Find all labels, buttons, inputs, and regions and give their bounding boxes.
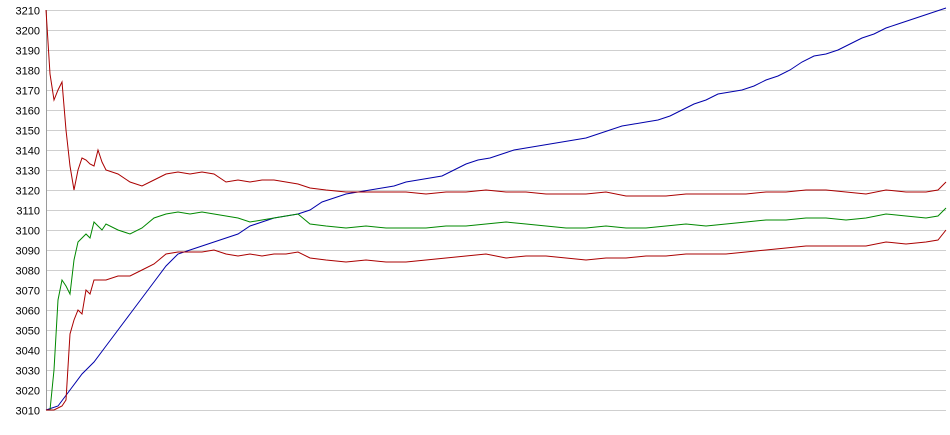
y-tick-label: 3150 (16, 126, 40, 138)
y-tick-label: 3140 (16, 146, 40, 158)
y-tick-label: 3180 (16, 66, 40, 78)
series-line-4 (46, 229, 947, 411)
y-tick-label: 3010 (16, 406, 40, 418)
y-tick-label: 3080 (16, 266, 40, 278)
y-tick-label: 3070 (16, 286, 40, 298)
series-group (45, 7, 947, 411)
grid (46, 10, 946, 411)
series-line-1 (45, 7, 947, 411)
y-tick-label: 3210 (16, 6, 40, 18)
y-tick-label: 3040 (16, 346, 40, 358)
y-tick-label: 3200 (16, 26, 40, 38)
y-tick-label: 3090 (16, 246, 40, 258)
y-tick-label: 3060 (16, 306, 40, 318)
y-tick-label: 3050 (16, 326, 40, 338)
y-tick-label: 3120 (16, 186, 40, 198)
y-tick-label: 3020 (16, 386, 40, 398)
y-tick-label: 3170 (16, 86, 40, 98)
y-axis-ticks: 3010 3020 3030 3040 3050 3060 3070 3080 3090 3100… (16, 6, 40, 418)
y-tick-label: 3030 (16, 366, 40, 378)
y-tick-label: 3190 (16, 46, 40, 58)
y-tick-label: 3160 (16, 106, 40, 118)
series-line-2 (45, 9, 947, 197)
y-tick-label: 3100 (16, 226, 40, 238)
series-line-3 (46, 207, 947, 411)
y-tick-label: 3110 (16, 206, 40, 218)
y-tick-label: 3130 (16, 166, 40, 178)
